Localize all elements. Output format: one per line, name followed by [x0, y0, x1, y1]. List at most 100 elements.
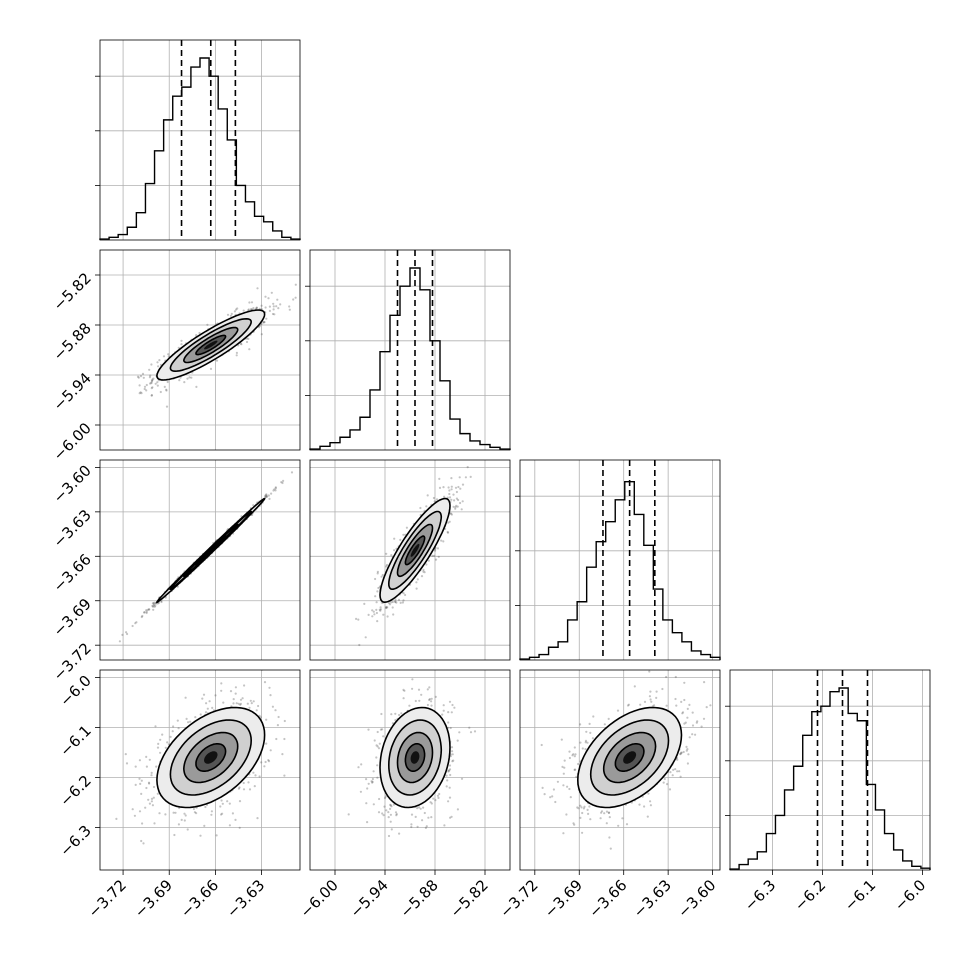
- scatter-point: [385, 809, 388, 812]
- scatter-point: [586, 741, 589, 744]
- scatter-point: [139, 391, 142, 394]
- scatter-point: [264, 760, 267, 764]
- scatter-point: [162, 355, 166, 358]
- scatter-point: [430, 697, 433, 700]
- scatter-point: [238, 800, 242, 803]
- scatter-point: [450, 498, 453, 501]
- scatter-point: [240, 343, 243, 346]
- scatter-point: [447, 769, 450, 772]
- scatter-point: [156, 792, 159, 795]
- histogram-step: [99, 57, 301, 240]
- scatter-point: [448, 796, 452, 799]
- scatter-point: [442, 709, 445, 712]
- scatter-point: [265, 742, 268, 745]
- scatter-point: [429, 801, 432, 804]
- scatter-point: [469, 731, 473, 734]
- scatter-point: [264, 495, 267, 498]
- scatter-point: [367, 782, 370, 785]
- scatter-point: [459, 501, 462, 505]
- scatter-point: [136, 375, 140, 378]
- scatter-point: [249, 699, 252, 702]
- scatter-point: [683, 698, 686, 702]
- scatter-point: [426, 494, 429, 497]
- scatter-point: [151, 604, 154, 608]
- scatter-point: [252, 504, 255, 507]
- density-contour: [396, 523, 434, 578]
- scatter-point: [288, 305, 291, 308]
- scatter-point: [446, 496, 449, 499]
- scatter-point: [443, 824, 446, 827]
- scatter-point: [269, 694, 272, 697]
- scatter-point: [376, 620, 379, 623]
- scatter-point: [450, 488, 453, 491]
- scatter-point: [277, 307, 280, 310]
- scatter-point: [164, 746, 167, 749]
- scatter-point: [257, 704, 260, 708]
- scatter-point: [400, 712, 403, 715]
- scatter-point: [358, 643, 361, 647]
- scatter-point: [420, 575, 424, 578]
- scatter-point: [686, 707, 689, 711]
- scatter-point: [437, 796, 440, 800]
- scatter-point: [434, 799, 437, 802]
- scatter-point: [691, 733, 694, 736]
- scatter-point: [398, 832, 401, 835]
- scatter-point: [376, 590, 379, 593]
- scatter-point: [252, 771, 255, 774]
- scatter-point: [372, 770, 375, 773]
- scatter-point: [446, 530, 449, 534]
- scatter-point: [271, 312, 275, 316]
- scatter-point: [273, 488, 276, 491]
- scatter-point: [265, 495, 268, 498]
- scatter-point: [265, 317, 268, 320]
- scatter-point: [256, 817, 259, 820]
- scatter-point: [150, 382, 153, 385]
- scatter-point: [419, 807, 422, 810]
- scatter-point: [242, 781, 245, 785]
- scatter-point: [387, 811, 390, 814]
- density-contour: [169, 719, 253, 796]
- scatter-point: [260, 333, 263, 336]
- scatter-point: [430, 700, 433, 703]
- scatter-point: [449, 773, 452, 777]
- scatter-point: [268, 686, 271, 689]
- scatter-point: [416, 825, 419, 828]
- scatter-point: [423, 571, 426, 574]
- scatter-point: [183, 381, 186, 384]
- scatter-point: [435, 498, 439, 501]
- scatter-point: [425, 825, 428, 828]
- scatter-point: [195, 812, 198, 815]
- scatter-point: [164, 813, 167, 816]
- scatter-point: [177, 727, 180, 730]
- scatter-point: [372, 610, 375, 613]
- scatter-point: [422, 806, 425, 809]
- scatter-point: [148, 782, 151, 785]
- scatter-point: [139, 375, 143, 378]
- scatter-point: [158, 812, 161, 815]
- scatter-point: [180, 339, 183, 342]
- scatter-point: [294, 296, 297, 299]
- scatter-point: [394, 598, 397, 601]
- scatter-point: [126, 632, 129, 636]
- scatter-point: [153, 601, 156, 604]
- scatter-point: [265, 493, 268, 496]
- density-fill: [410, 751, 420, 764]
- scatter-point: [411, 678, 414, 681]
- scatter-point: [433, 554, 436, 558]
- scatter-point: [249, 308, 253, 311]
- scatter-point: [381, 573, 384, 577]
- histogram-panel-4: [725, 669, 931, 871]
- scatter-point: [180, 818, 183, 822]
- scatter-point: [281, 753, 284, 756]
- scatter-point: [428, 698, 431, 701]
- scatter-point: [270, 291, 273, 294]
- scatter-point: [381, 812, 384, 815]
- scatter-point: [183, 812, 186, 815]
- scatter-point: [427, 559, 430, 562]
- scatter-point: [665, 675, 668, 679]
- scatter-point: [134, 783, 137, 787]
- scatter-point: [133, 814, 136, 817]
- scatter-point: [145, 383, 148, 387]
- scatter-point: [145, 389, 148, 392]
- scatter-point: [186, 377, 189, 380]
